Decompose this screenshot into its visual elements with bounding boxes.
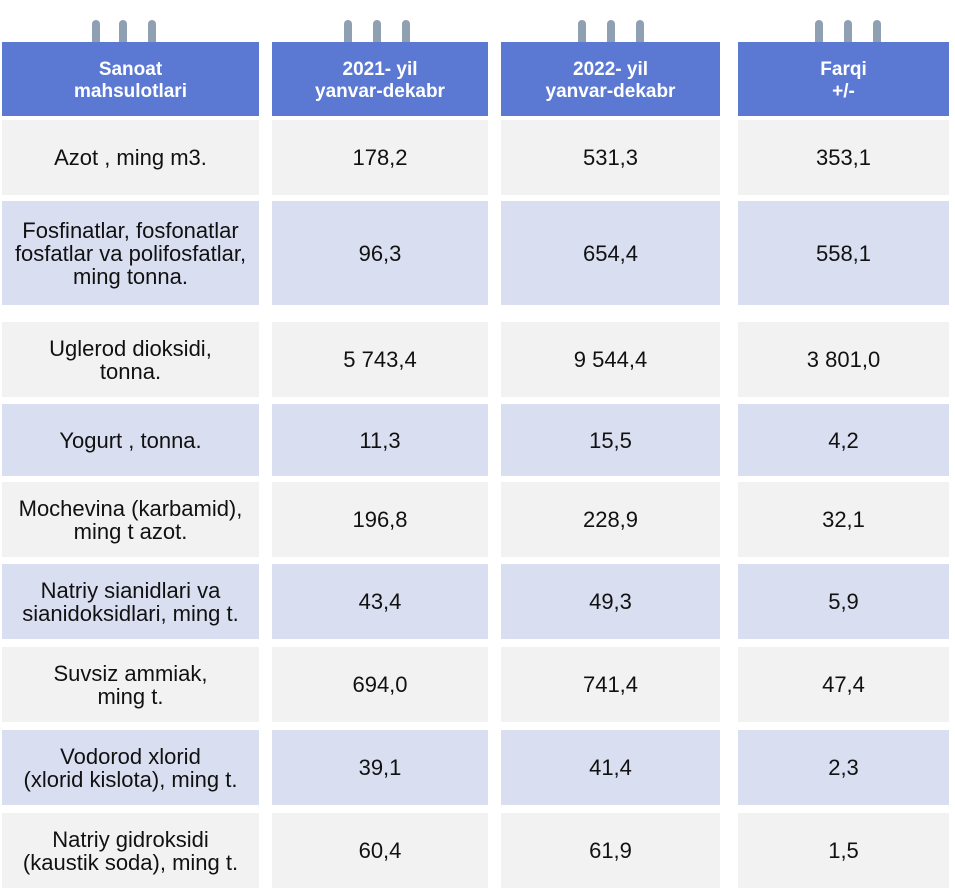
value-2022-cell: 228,9 [501,482,720,557]
value-2022-cell: 654,4 [501,201,720,305]
header-product: Sanoat mahsulotlari [2,42,259,116]
value-2021-cell: 5 743,4 [272,322,488,397]
difference-cell: 32,1 [738,482,949,557]
product-cell: Natriy gidroksidi (kaustik soda), ming t… [2,813,259,888]
binder-ring-icon [815,20,823,52]
binder-ring-icon [119,20,127,52]
value-2022-cell: 49,3 [501,564,720,639]
product-cell: Azot , ming m3. [2,120,259,195]
value-2022-cell: 741,4 [501,647,720,722]
value-2021-cell: 196,8 [272,482,488,557]
difference-cell: 3 801,0 [738,322,949,397]
value-2021-cell: 39,1 [272,730,488,805]
difference-cell: 4,2 [738,404,949,476]
binder-rings [2,20,259,52]
binder-ring-icon [578,20,586,52]
binder-ring-icon [402,20,410,52]
value-2021-cell: 11,3 [272,404,488,476]
header-2021: 2021- yil yanvar-dekabr [272,42,488,116]
value-2021-cell: 60,4 [272,813,488,888]
binder-ring-icon [92,20,100,52]
value-2021-cell: 43,4 [272,564,488,639]
binder-ring-icon [844,20,852,52]
product-cell: Natriy sianidlari va sianidoksidlari, mi… [2,564,259,639]
binder-ring-icon [148,20,156,52]
value-2022-cell: 531,3 [501,120,720,195]
product-cell: Vodorod xlorid (xlorid kislota), ming t. [2,730,259,805]
header-difference: Farqi +/- [738,42,949,116]
product-cell: Suvsiz ammiak, ming t. [2,647,259,722]
difference-cell: 2,3 [738,730,949,805]
binder-rings [738,20,949,52]
binder-ring-icon [873,20,881,52]
difference-cell: 47,4 [738,647,949,722]
product-cell: Yogurt , tonna. [2,404,259,476]
binder-ring-icon [373,20,381,52]
value-2021-cell: 694,0 [272,647,488,722]
difference-cell: 558,1 [738,201,949,305]
value-2022-cell: 41,4 [501,730,720,805]
value-2022-cell: 9 544,4 [501,322,720,397]
binder-ring-icon [636,20,644,52]
value-2021-cell: 178,2 [272,120,488,195]
value-2021-cell: 96,3 [272,201,488,305]
product-cell: Uglerod dioksidi, tonna. [2,322,259,397]
value-2022-cell: 61,9 [501,813,720,888]
difference-cell: 1,5 [738,813,949,888]
difference-cell: 5,9 [738,564,949,639]
difference-cell: 353,1 [738,120,949,195]
header-2022: 2022- yil yanvar-dekabr [501,42,720,116]
value-2022-cell: 15,5 [501,404,720,476]
binder-rings [501,20,720,52]
product-cell: Fosfinatlar, fosfonatlar fosfatlar va po… [2,201,259,305]
binder-ring-icon [607,20,615,52]
product-cell: Mochevina (karbamid), ming t azot. [2,482,259,557]
binder-ring-icon [344,20,352,52]
binder-rings [272,20,488,52]
